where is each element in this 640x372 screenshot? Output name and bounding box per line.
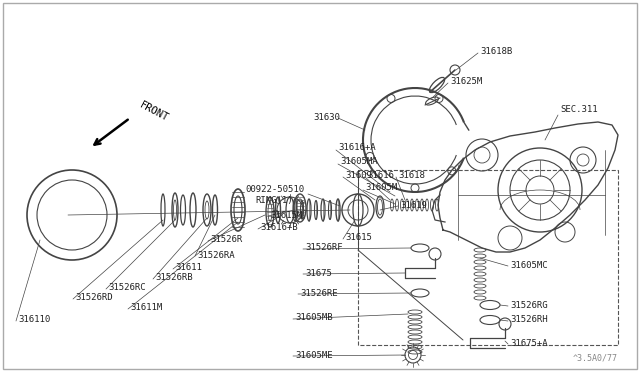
Text: ^3.5A0/77: ^3.5A0/77 bbox=[573, 353, 618, 362]
Text: 31675+A: 31675+A bbox=[510, 339, 548, 347]
Text: 31605M: 31605M bbox=[365, 183, 397, 192]
Text: 31526RC: 31526RC bbox=[108, 283, 146, 292]
Text: 31616: 31616 bbox=[367, 170, 394, 180]
Text: 31526RG: 31526RG bbox=[510, 301, 548, 310]
Text: 316110: 316110 bbox=[18, 315, 51, 324]
Text: 31526RE: 31526RE bbox=[300, 289, 338, 298]
Text: 31526RA: 31526RA bbox=[197, 250, 235, 260]
Text: 31605MB: 31605MB bbox=[295, 314, 333, 323]
Text: 31630: 31630 bbox=[313, 113, 340, 122]
Text: 31616+A: 31616+A bbox=[338, 144, 376, 153]
Text: 31526RH: 31526RH bbox=[510, 315, 548, 324]
Text: 31526RF: 31526RF bbox=[305, 244, 342, 253]
Text: 31616+B: 31616+B bbox=[260, 224, 298, 232]
Text: 31526RB: 31526RB bbox=[155, 273, 193, 282]
Text: 31605MC: 31605MC bbox=[510, 260, 548, 269]
Text: SEC.311: SEC.311 bbox=[560, 106, 598, 115]
Text: 31615: 31615 bbox=[345, 234, 372, 243]
Text: 31526RD: 31526RD bbox=[75, 294, 113, 302]
Text: 31609: 31609 bbox=[345, 170, 372, 180]
Text: 31625M: 31625M bbox=[450, 77, 483, 87]
Text: 31675: 31675 bbox=[305, 269, 332, 278]
Text: 31611M: 31611M bbox=[130, 304, 163, 312]
Text: RING(1): RING(1) bbox=[255, 196, 292, 205]
Text: FRONT: FRONT bbox=[138, 100, 170, 124]
FancyBboxPatch shape bbox=[3, 3, 637, 369]
Text: 31526R: 31526R bbox=[210, 235, 243, 244]
Text: 31618: 31618 bbox=[398, 170, 425, 180]
Text: 00922-50510: 00922-50510 bbox=[245, 186, 304, 195]
Text: 31605ME: 31605ME bbox=[295, 350, 333, 359]
Text: 31605MA: 31605MA bbox=[340, 157, 378, 167]
Text: 31611: 31611 bbox=[175, 263, 202, 273]
Text: 31615M: 31615M bbox=[270, 211, 302, 219]
Text: 31618B: 31618B bbox=[480, 48, 512, 57]
Text: 31619: 31619 bbox=[400, 201, 427, 209]
